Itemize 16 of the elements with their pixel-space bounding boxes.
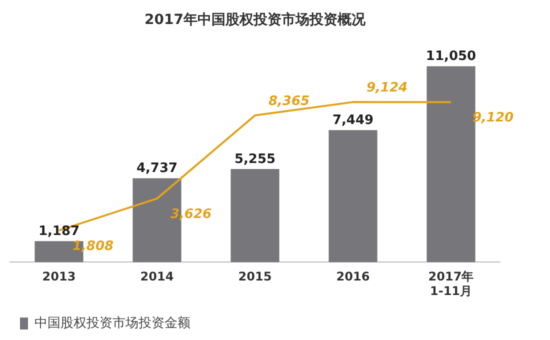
data-label: 7,449 (332, 113, 374, 128)
chart-title: 2017年中国股权投资市场投资概况 (144, 11, 366, 28)
data-label: 4,737 (136, 161, 178, 176)
data-label: 9,124 (366, 80, 408, 96)
x-tick-label: 2013 (42, 270, 76, 284)
bar (328, 130, 378, 262)
x-tick-label: 2015 (238, 270, 272, 284)
bar (230, 169, 280, 262)
x-tick-label: 2017年 1-11月 (428, 270, 474, 298)
data-label: 8,365 (268, 94, 310, 109)
legend-label: 中国股权投资市场投资金额 (34, 316, 190, 331)
data-label: 1,187 (38, 224, 80, 240)
data-label: 5,255 (234, 152, 276, 167)
data-label: 11,050 (426, 49, 476, 64)
x-tick-label: 2014 (140, 270, 174, 284)
x-tick-label: 2016 (336, 270, 370, 284)
